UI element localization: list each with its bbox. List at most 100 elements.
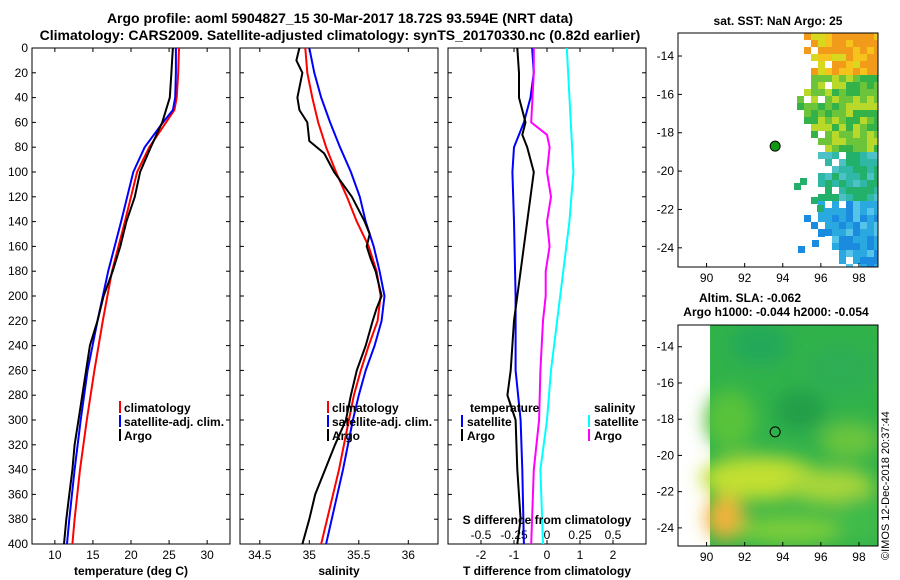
map-lon-label: 96 <box>814 550 828 564</box>
sst-pixel <box>860 236 867 243</box>
depth-tick-label: 340 <box>8 463 28 477</box>
sst-pixel <box>874 138 878 145</box>
sst-pixel <box>867 257 874 264</box>
series-line-s-satellite <box>539 47 575 545</box>
sst-pixel <box>839 89 846 96</box>
series-line-climatology <box>304 47 382 545</box>
sst-pixel <box>818 47 825 54</box>
map-lon-label: 98 <box>852 271 866 285</box>
title-line-2: Climatology: CARS2009. Satellite-adjuste… <box>39 27 641 43</box>
sst-pixel <box>811 40 818 47</box>
sst-pixel <box>832 208 839 215</box>
sst-pixel <box>867 208 874 215</box>
depth-tick-label: 140 <box>8 215 28 229</box>
sst-pixel <box>867 40 874 47</box>
argo-position-marker[interactable] <box>769 140 781 152</box>
temperature-axes-box <box>31 47 231 545</box>
sst-pixel <box>867 236 874 243</box>
map-lat-label: -18 <box>657 126 675 140</box>
map-lat-label: -16 <box>657 87 675 101</box>
sst-pixel <box>825 40 832 47</box>
legend-t-argo: Argo <box>467 429 495 443</box>
sst-pixel <box>804 110 811 117</box>
sst-pixel <box>867 75 874 82</box>
sst-pixel <box>853 89 860 96</box>
series-line-t-satellite <box>511 47 535 545</box>
sst-pixel <box>874 103 878 110</box>
sst-pixel <box>846 54 853 61</box>
sst-pixel <box>853 236 860 243</box>
s-difference-xlabel: S difference from climatology <box>463 513 632 527</box>
sst-pixel <box>867 243 874 250</box>
sst-pixel <box>839 103 846 110</box>
temperature-legend: climatology satellite-adj. clim. Argo <box>119 401 224 443</box>
legend-temperature-title: temperature <box>470 401 540 415</box>
legend-s-satellite: satellite <box>594 415 639 429</box>
sst-pixel <box>846 40 853 47</box>
s-tick-label: -0.25 <box>500 528 528 542</box>
x-tick-label: 2 <box>610 548 617 562</box>
sst-pixel <box>817 205 824 212</box>
sst-pixel <box>846 103 853 110</box>
sst-pixel <box>853 40 860 47</box>
sst-pixel <box>874 159 878 166</box>
x-tick-label: 30 <box>200 548 214 562</box>
sst-pixel <box>860 264 867 267</box>
sst-pixel <box>832 173 839 180</box>
sst-pixel <box>811 197 818 204</box>
legend-s-argo: Argo <box>594 429 622 443</box>
sst-pixel <box>846 138 853 145</box>
sla-map-title: Altim. SLA: -0.062 <box>699 291 801 305</box>
sst-pixel <box>825 229 832 236</box>
sst-pixel <box>818 152 825 159</box>
map-lat-label: -14 <box>657 49 675 63</box>
sst-pixel <box>874 124 878 131</box>
sst-pixel <box>860 257 867 264</box>
sst-pixel <box>832 82 839 89</box>
sst-pixel <box>846 145 853 152</box>
argo-position-marker[interactable] <box>769 426 781 438</box>
depth-tick-label: 20 <box>15 66 29 80</box>
sst-pixel <box>832 222 839 229</box>
difference-axes-box <box>447 47 647 545</box>
sst-pixel <box>867 61 874 68</box>
sla-blob <box>785 468 875 504</box>
sst-pixel <box>867 33 874 40</box>
sst-pixel <box>804 47 811 54</box>
sst-pixel <box>853 138 860 145</box>
sst-pixel <box>874 250 878 257</box>
sst-pixel <box>839 47 846 54</box>
sla-anomaly-blobs <box>700 325 878 545</box>
sst-pixel <box>832 229 839 236</box>
sst-pixel <box>811 131 818 138</box>
sst-pixel <box>818 54 825 61</box>
sst-pixel <box>846 61 853 68</box>
sst-pixel <box>860 117 867 124</box>
sst-pixel <box>874 89 878 96</box>
sst-pixel <box>825 68 832 75</box>
sst-pixel <box>825 208 832 215</box>
sst-pixel <box>860 96 867 103</box>
sst-pixel <box>860 145 867 152</box>
sst-pixel <box>860 138 867 145</box>
sst-pixel <box>839 75 846 82</box>
sst-pixel <box>825 131 832 138</box>
sst-pixel <box>853 166 860 173</box>
sst-pixel <box>818 180 825 187</box>
sst-pixel <box>860 173 867 180</box>
sst-pixel <box>860 47 867 54</box>
series-line-satellite-adj-clim- <box>308 47 386 545</box>
s-tick-label: 0.5 <box>605 528 622 542</box>
sst-pixel <box>846 96 853 103</box>
sst-pixel <box>874 152 878 159</box>
sst-pixel <box>846 201 853 208</box>
sst-pixel <box>874 33 878 40</box>
sst-pixel <box>825 117 832 124</box>
sst-pixel <box>874 145 878 152</box>
sla-blob <box>820 422 878 458</box>
sst-pixel <box>839 54 846 61</box>
sst-pixel <box>818 40 825 47</box>
sst-pixel <box>839 257 846 264</box>
sst-pixel <box>874 236 878 243</box>
